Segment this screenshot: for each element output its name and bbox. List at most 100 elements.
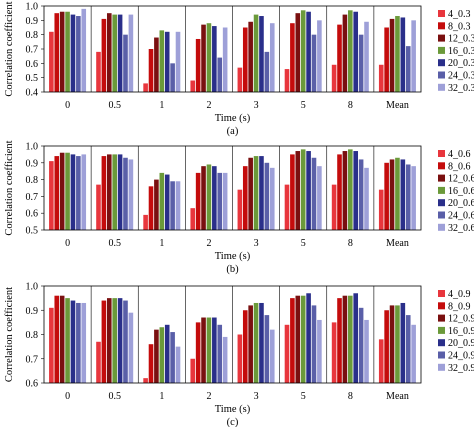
- bar-16_0.3-0.5: [112, 14, 117, 93]
- bar-32_0.9-0.5: [128, 312, 134, 383]
- panel-label: (c): [227, 417, 239, 427]
- x-tick-label: Mean: [386, 238, 409, 249]
- bar-16_0.3-0: [65, 11, 70, 93]
- chart-panel-1: 0.4 0.5 0.6 0.7 0.8 0.9 1.0 0 0.5 1 2 3 5 8 Mean Time (…: [4, 1, 474, 137]
- y-tick-label: 1.0: [26, 142, 39, 153]
- bar-12_0.9-0.5: [106, 298, 112, 384]
- bar-16_0.6-1: [159, 172, 165, 230]
- x-tick-label: 3: [254, 100, 259, 111]
- bar-8_0.6-0.5: [101, 156, 107, 230]
- bar-16_0.9-3: [253, 302, 259, 383]
- legend: 4_0.98_0.9 12_0.916_0.920_0.9 24_0.932_0.9: [438, 289, 474, 374]
- bar-4_0.9-8: [331, 322, 337, 384]
- legend: 4_0.38_0.3 12_0.316_0.320_0.3 24_0.332_0.3: [438, 9, 474, 94]
- bar-16_0.9-8: [348, 295, 353, 383]
- legend-label: 12_0.9: [448, 314, 474, 325]
- y-tick-label: 1.0: [26, 2, 39, 13]
- bar-24_0.6-8: [358, 159, 364, 230]
- bar-20_0.6-3: [259, 156, 264, 230]
- y-tick-label: 0.6: [26, 209, 39, 220]
- bar-20_0.6-1: [164, 174, 170, 230]
- legend-label: 4_0.3: [448, 9, 471, 20]
- bar-32_0.6-3: [269, 167, 275, 230]
- bar-32_0.3-3: [269, 23, 275, 93]
- chart-panel-3: 0.6 0.7 0.8 0.9 1.0 0 0.5 1 2 3 5 8 Mean Time (s) (c) C…: [4, 282, 474, 427]
- legend-swatch-20_0.3: [438, 59, 445, 67]
- x-tick-label: 1: [159, 238, 164, 249]
- bar-8_0.3-2: [195, 38, 201, 92]
- legend-swatch-32_0.9: [438, 363, 445, 371]
- bar-32_0.9-8: [364, 319, 369, 383]
- bar-32_0.9-2: [222, 336, 228, 383]
- bar-24_0.9-5: [311, 305, 317, 383]
- bar-16_0.6-3: [253, 156, 259, 230]
- bar-24_0.9-8: [358, 307, 364, 383]
- bar-12_0.6-5: [295, 151, 301, 230]
- bar-24_0.6-Mean: [405, 164, 411, 230]
- bar-4_0.6-8: [331, 184, 337, 230]
- legend-label: 12_0.3: [448, 34, 474, 45]
- x-tick-label: 5: [301, 100, 306, 111]
- legend-label: 20_0.9: [448, 338, 474, 349]
- bar-32_0.6-8: [364, 167, 369, 230]
- bar-4_0.9-Mean: [378, 339, 384, 383]
- legend-swatch-20_0.6: [438, 199, 445, 207]
- x-tick-label: 0.5: [108, 391, 121, 402]
- bar-8_0.3-8: [337, 24, 342, 93]
- bar-16_0.3-5: [300, 10, 306, 92]
- bar-24_0.3-0: [76, 16, 81, 93]
- legend-label: 8_0.6: [448, 161, 471, 172]
- bar-16_0.9-0.5: [112, 298, 117, 384]
- bar-12_0.6-1: [154, 179, 159, 230]
- y-tick-label: 0.9: [26, 306, 39, 317]
- y-tick-label: 0.5: [26, 226, 39, 237]
- bar-20_0.6-Mean: [400, 159, 406, 230]
- x-tick-label: 3: [254, 238, 259, 249]
- bar-24_0.6-1: [170, 181, 175, 230]
- bar-16_0.6-8: [348, 149, 353, 230]
- legend-swatch-8_0.9: [438, 302, 445, 310]
- bar-8_0.3-Mean: [384, 27, 389, 92]
- y-tick-label: 0.9: [26, 16, 39, 27]
- bar-20_0.9-2: [212, 317, 217, 383]
- legend-swatch-16_0.3: [438, 46, 445, 54]
- bar-20_0.6-0.5: [117, 154, 123, 230]
- y-tick-label: 0.6: [26, 379, 39, 390]
- bar-32_0.6-Mean: [411, 166, 416, 230]
- bar-32_0.9-0: [81, 302, 87, 383]
- bar-24_0.9-2: [217, 324, 223, 383]
- bar-32_0.3-2: [222, 27, 228, 92]
- bar-32_0.6-5: [317, 166, 322, 230]
- bar-8_0.9-2: [195, 322, 201, 384]
- bar-4_0.6-2: [190, 208, 196, 230]
- bar-16_0.9-1: [159, 327, 165, 383]
- bar-8_0.6-2: [195, 172, 201, 230]
- legend-swatch-12_0.6: [438, 174, 445, 182]
- legend-swatch-8_0.3: [438, 22, 445, 30]
- y-axis-title: Correlation coefficient: [4, 1, 15, 96]
- bar-16_0.3-8: [348, 10, 353, 92]
- bar-12_0.6-0: [59, 152, 65, 230]
- bar-32_0.3-8: [364, 21, 369, 92]
- legend-swatch-16_0.9: [438, 326, 445, 334]
- bar-8_0.9-0: [54, 295, 60, 383]
- legend-label: 20_0.6: [448, 198, 474, 209]
- x-tick-label: 0.5: [108, 100, 121, 111]
- bar-24_0.3-5: [311, 34, 317, 92]
- bar-4_0.9-0.5: [96, 341, 101, 383]
- x-tick-label: 2: [206, 100, 211, 111]
- bar-12_0.6-2: [201, 166, 206, 230]
- bar-32_0.6-0: [81, 154, 87, 230]
- bar-16_0.9-2: [206, 317, 212, 383]
- y-tick-label: 0.4: [26, 88, 39, 99]
- bar-20_0.9-0: [70, 300, 76, 383]
- bar-4_0.3-3: [237, 67, 243, 92]
- legend-swatch-20_0.9: [438, 339, 445, 347]
- legend-label: 32_0.6: [448, 223, 474, 234]
- legend-swatch-4_0.3: [438, 10, 445, 17]
- bar-20_0.3-0.5: [117, 14, 123, 93]
- bar-20_0.9-0.5: [117, 298, 123, 384]
- bar-24_0.9-0.5: [123, 300, 128, 383]
- y-axis-title: Correlation coefficient: [4, 287, 15, 382]
- legend-swatch-24_0.9: [438, 351, 445, 359]
